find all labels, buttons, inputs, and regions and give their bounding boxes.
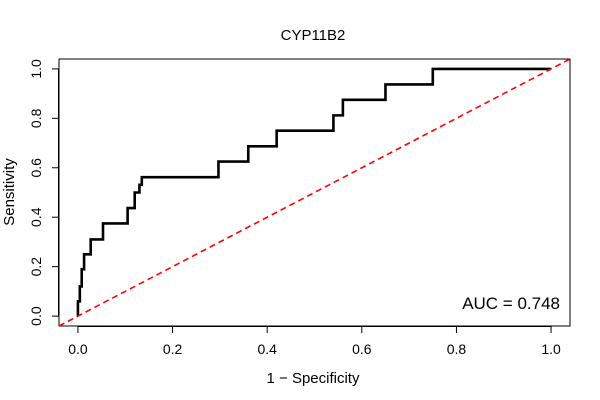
x-tick-label: 0.6 <box>352 341 372 357</box>
x-tick-label: 0.0 <box>68 341 88 357</box>
roc-curve-line <box>76 67 552 317</box>
x-tick-label: 1.0 <box>541 341 561 357</box>
x-tick-label: 0.2 <box>163 341 183 357</box>
reference-diagonal-line <box>58 58 571 327</box>
chart-title: CYP11B2 <box>281 27 346 44</box>
y-tick-label: 0.6 <box>28 158 44 178</box>
y-tick-label: 1.0 <box>28 59 44 79</box>
y-tick-label: 0.0 <box>28 306 44 326</box>
x-axis-title: 1 − Specificity <box>267 370 360 387</box>
y-axis-title: Sensitivity <box>1 158 18 226</box>
series-layer <box>58 58 571 327</box>
y-tick-label: 0.8 <box>28 108 44 128</box>
x-tick-label: 0.4 <box>257 341 277 357</box>
x-tick-label: 0.8 <box>447 341 467 357</box>
y-tick-label: 0.2 <box>28 257 44 277</box>
y-axis: 0.0 0.2 0.4 0.6 0.8 1.0 <box>28 59 59 326</box>
x-axis: 0.0 0.2 0.4 0.6 0.8 1.0 <box>68 326 561 357</box>
auc-annotation: AUC = 0.748 <box>462 294 560 313</box>
y-tick-label: 0.4 <box>28 207 44 227</box>
